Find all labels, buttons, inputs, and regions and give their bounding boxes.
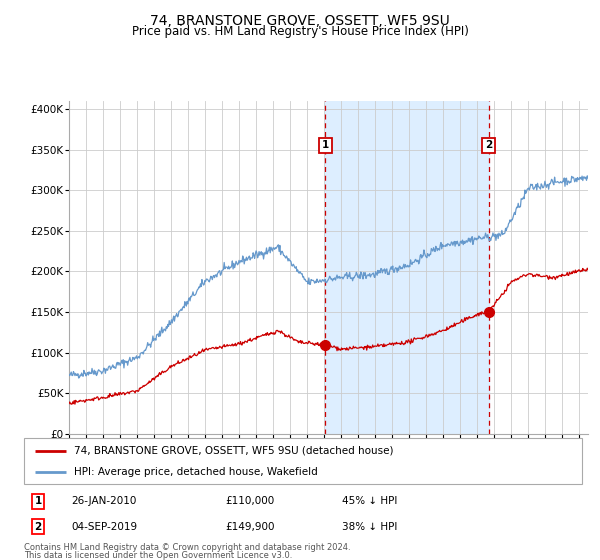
Text: Price paid vs. HM Land Registry's House Price Index (HPI): Price paid vs. HM Land Registry's House … — [131, 25, 469, 38]
Bar — [325, 101, 489, 434]
Text: £149,900: £149,900 — [225, 522, 274, 532]
Text: 2: 2 — [34, 522, 41, 532]
Text: 74, BRANSTONE GROVE, OSSETT, WF5 9SU: 74, BRANSTONE GROVE, OSSETT, WF5 9SU — [150, 14, 450, 28]
Text: 74, BRANSTONE GROVE, OSSETT, WF5 9SU (detached house): 74, BRANSTONE GROVE, OSSETT, WF5 9SU (de… — [74, 446, 394, 456]
Text: 1: 1 — [322, 141, 329, 151]
FancyBboxPatch shape — [24, 438, 582, 484]
Text: 38% ↓ HPI: 38% ↓ HPI — [342, 522, 397, 532]
Text: 1: 1 — [34, 496, 41, 506]
Text: £110,000: £110,000 — [225, 496, 274, 506]
Text: This data is licensed under the Open Government Licence v3.0.: This data is licensed under the Open Gov… — [24, 551, 292, 560]
Text: 04-SEP-2019: 04-SEP-2019 — [71, 522, 137, 532]
Text: 2: 2 — [485, 141, 493, 151]
Text: 26-JAN-2010: 26-JAN-2010 — [71, 496, 137, 506]
Text: HPI: Average price, detached house, Wakefield: HPI: Average price, detached house, Wake… — [74, 467, 318, 477]
Text: Contains HM Land Registry data © Crown copyright and database right 2024.: Contains HM Land Registry data © Crown c… — [24, 543, 350, 552]
Text: 45% ↓ HPI: 45% ↓ HPI — [342, 496, 397, 506]
